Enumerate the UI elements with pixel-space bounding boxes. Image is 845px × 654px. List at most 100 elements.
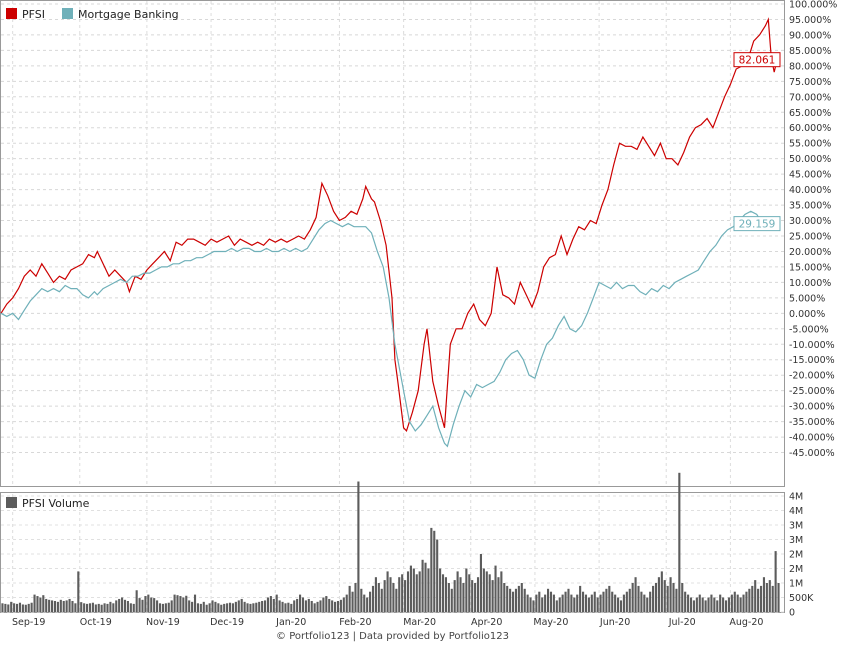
volume-y-tick-label: 500K xyxy=(789,593,814,604)
volume-bar xyxy=(689,597,693,612)
volume-bar xyxy=(660,571,663,612)
volume-bar xyxy=(652,585,655,612)
volume-bar xyxy=(485,571,488,612)
volume-bar xyxy=(296,598,299,612)
x-tick-label: Dec-19 xyxy=(210,617,244,628)
volume-bar xyxy=(672,583,675,612)
volume-bar xyxy=(313,603,316,612)
volume-bar xyxy=(255,602,258,612)
volume-bar xyxy=(713,597,716,612)
volume-bar xyxy=(383,580,386,612)
volume-bar xyxy=(418,571,421,612)
volume-bar xyxy=(226,603,229,612)
volume-bar xyxy=(593,591,596,612)
volume-bar xyxy=(625,591,628,612)
volume-bar xyxy=(605,588,608,612)
volume-bar xyxy=(18,602,22,612)
volume-bar xyxy=(695,597,698,612)
volume-bar xyxy=(622,594,625,612)
volume-bar xyxy=(316,601,319,612)
volume-bar xyxy=(94,604,97,612)
y-tick-label: 85.000% xyxy=(789,46,831,57)
volume-bar xyxy=(453,580,456,612)
volume-bar xyxy=(552,594,555,612)
volume-bar xyxy=(360,588,363,612)
volume-bar xyxy=(62,600,65,612)
volume-bar xyxy=(334,601,337,612)
volume-bar xyxy=(596,597,599,612)
y-tick-label: 65.000% xyxy=(789,108,831,119)
volume-bar xyxy=(430,527,433,612)
volume-bar xyxy=(567,588,570,612)
volume-bar xyxy=(710,594,713,612)
last-value-label: 29.159 xyxy=(739,219,776,231)
volume-bar xyxy=(208,603,211,612)
volume-bar xyxy=(573,597,576,612)
y-tick-label: 10.000% xyxy=(789,278,831,289)
volume-bar xyxy=(462,583,465,612)
x-tick-label: Mar-20 xyxy=(403,617,436,628)
volume-bar xyxy=(406,571,410,612)
volume-bar xyxy=(284,603,287,612)
grid-layer xyxy=(1,1,784,613)
volume-bar xyxy=(141,599,144,612)
volume-bar xyxy=(269,596,272,612)
volume-bar xyxy=(199,603,202,612)
volume-bar xyxy=(331,600,334,612)
volume-bar xyxy=(164,603,167,612)
volume-bar xyxy=(339,599,342,612)
volume-bar xyxy=(465,568,468,612)
volume-bar xyxy=(617,597,620,612)
volume-bar xyxy=(500,571,503,612)
volume-bar xyxy=(170,600,173,612)
volume-bar xyxy=(724,600,728,612)
volume-bar xyxy=(517,585,520,612)
volume-bar xyxy=(272,598,275,612)
volume-bar xyxy=(733,591,736,612)
y-tick-label: 15.000% xyxy=(789,262,831,273)
volume-bar xyxy=(544,594,547,612)
axis-labels: -45.000% -40.000% -35.000% -30.000% -25.000%… xyxy=(12,0,837,628)
volume-bar xyxy=(275,594,278,612)
y-tick-label: -20.000% xyxy=(789,371,835,382)
volume-bar xyxy=(173,594,176,612)
volume-bar xyxy=(374,577,377,612)
volume-bar xyxy=(74,603,77,612)
x-tick-label: Aug-20 xyxy=(729,617,763,628)
volume-bar xyxy=(611,591,614,612)
volume-bar xyxy=(535,594,538,612)
y-tick-label: 35.000% xyxy=(789,201,831,212)
volume-bar xyxy=(10,601,13,612)
volume-bar xyxy=(185,595,188,612)
y-tick-label: -40.000% xyxy=(789,433,835,444)
volume-bar xyxy=(377,583,380,612)
volume-bar xyxy=(777,583,780,612)
volume-bar xyxy=(678,472,681,612)
volume-bar xyxy=(298,594,302,612)
volume-bar xyxy=(65,600,68,612)
volume-bar xyxy=(640,591,643,612)
volume-bar xyxy=(369,591,372,612)
volume-bar xyxy=(363,594,366,612)
volume-bar xyxy=(351,591,354,612)
volume-bar xyxy=(121,597,124,612)
volume-bar xyxy=(71,600,74,612)
volume-bar xyxy=(261,600,264,612)
volume-bar xyxy=(748,588,751,612)
volume-bar xyxy=(223,603,226,612)
volume-bar xyxy=(193,594,197,612)
volume-bar xyxy=(354,583,357,612)
volume-bar xyxy=(555,600,558,612)
volume-bar xyxy=(771,585,774,612)
volume-bar xyxy=(768,580,771,612)
y-tick-label: -35.000% xyxy=(789,417,835,428)
volume-bar xyxy=(118,598,121,612)
volume-bar xyxy=(707,597,710,612)
y-tick-label: 5.000% xyxy=(789,293,825,304)
volume-bar xyxy=(112,603,115,612)
volume-bar xyxy=(91,602,94,612)
volume-bar xyxy=(491,580,494,612)
volume-bar xyxy=(546,588,550,612)
volume-bar xyxy=(86,603,89,612)
volume-bar xyxy=(523,588,526,612)
